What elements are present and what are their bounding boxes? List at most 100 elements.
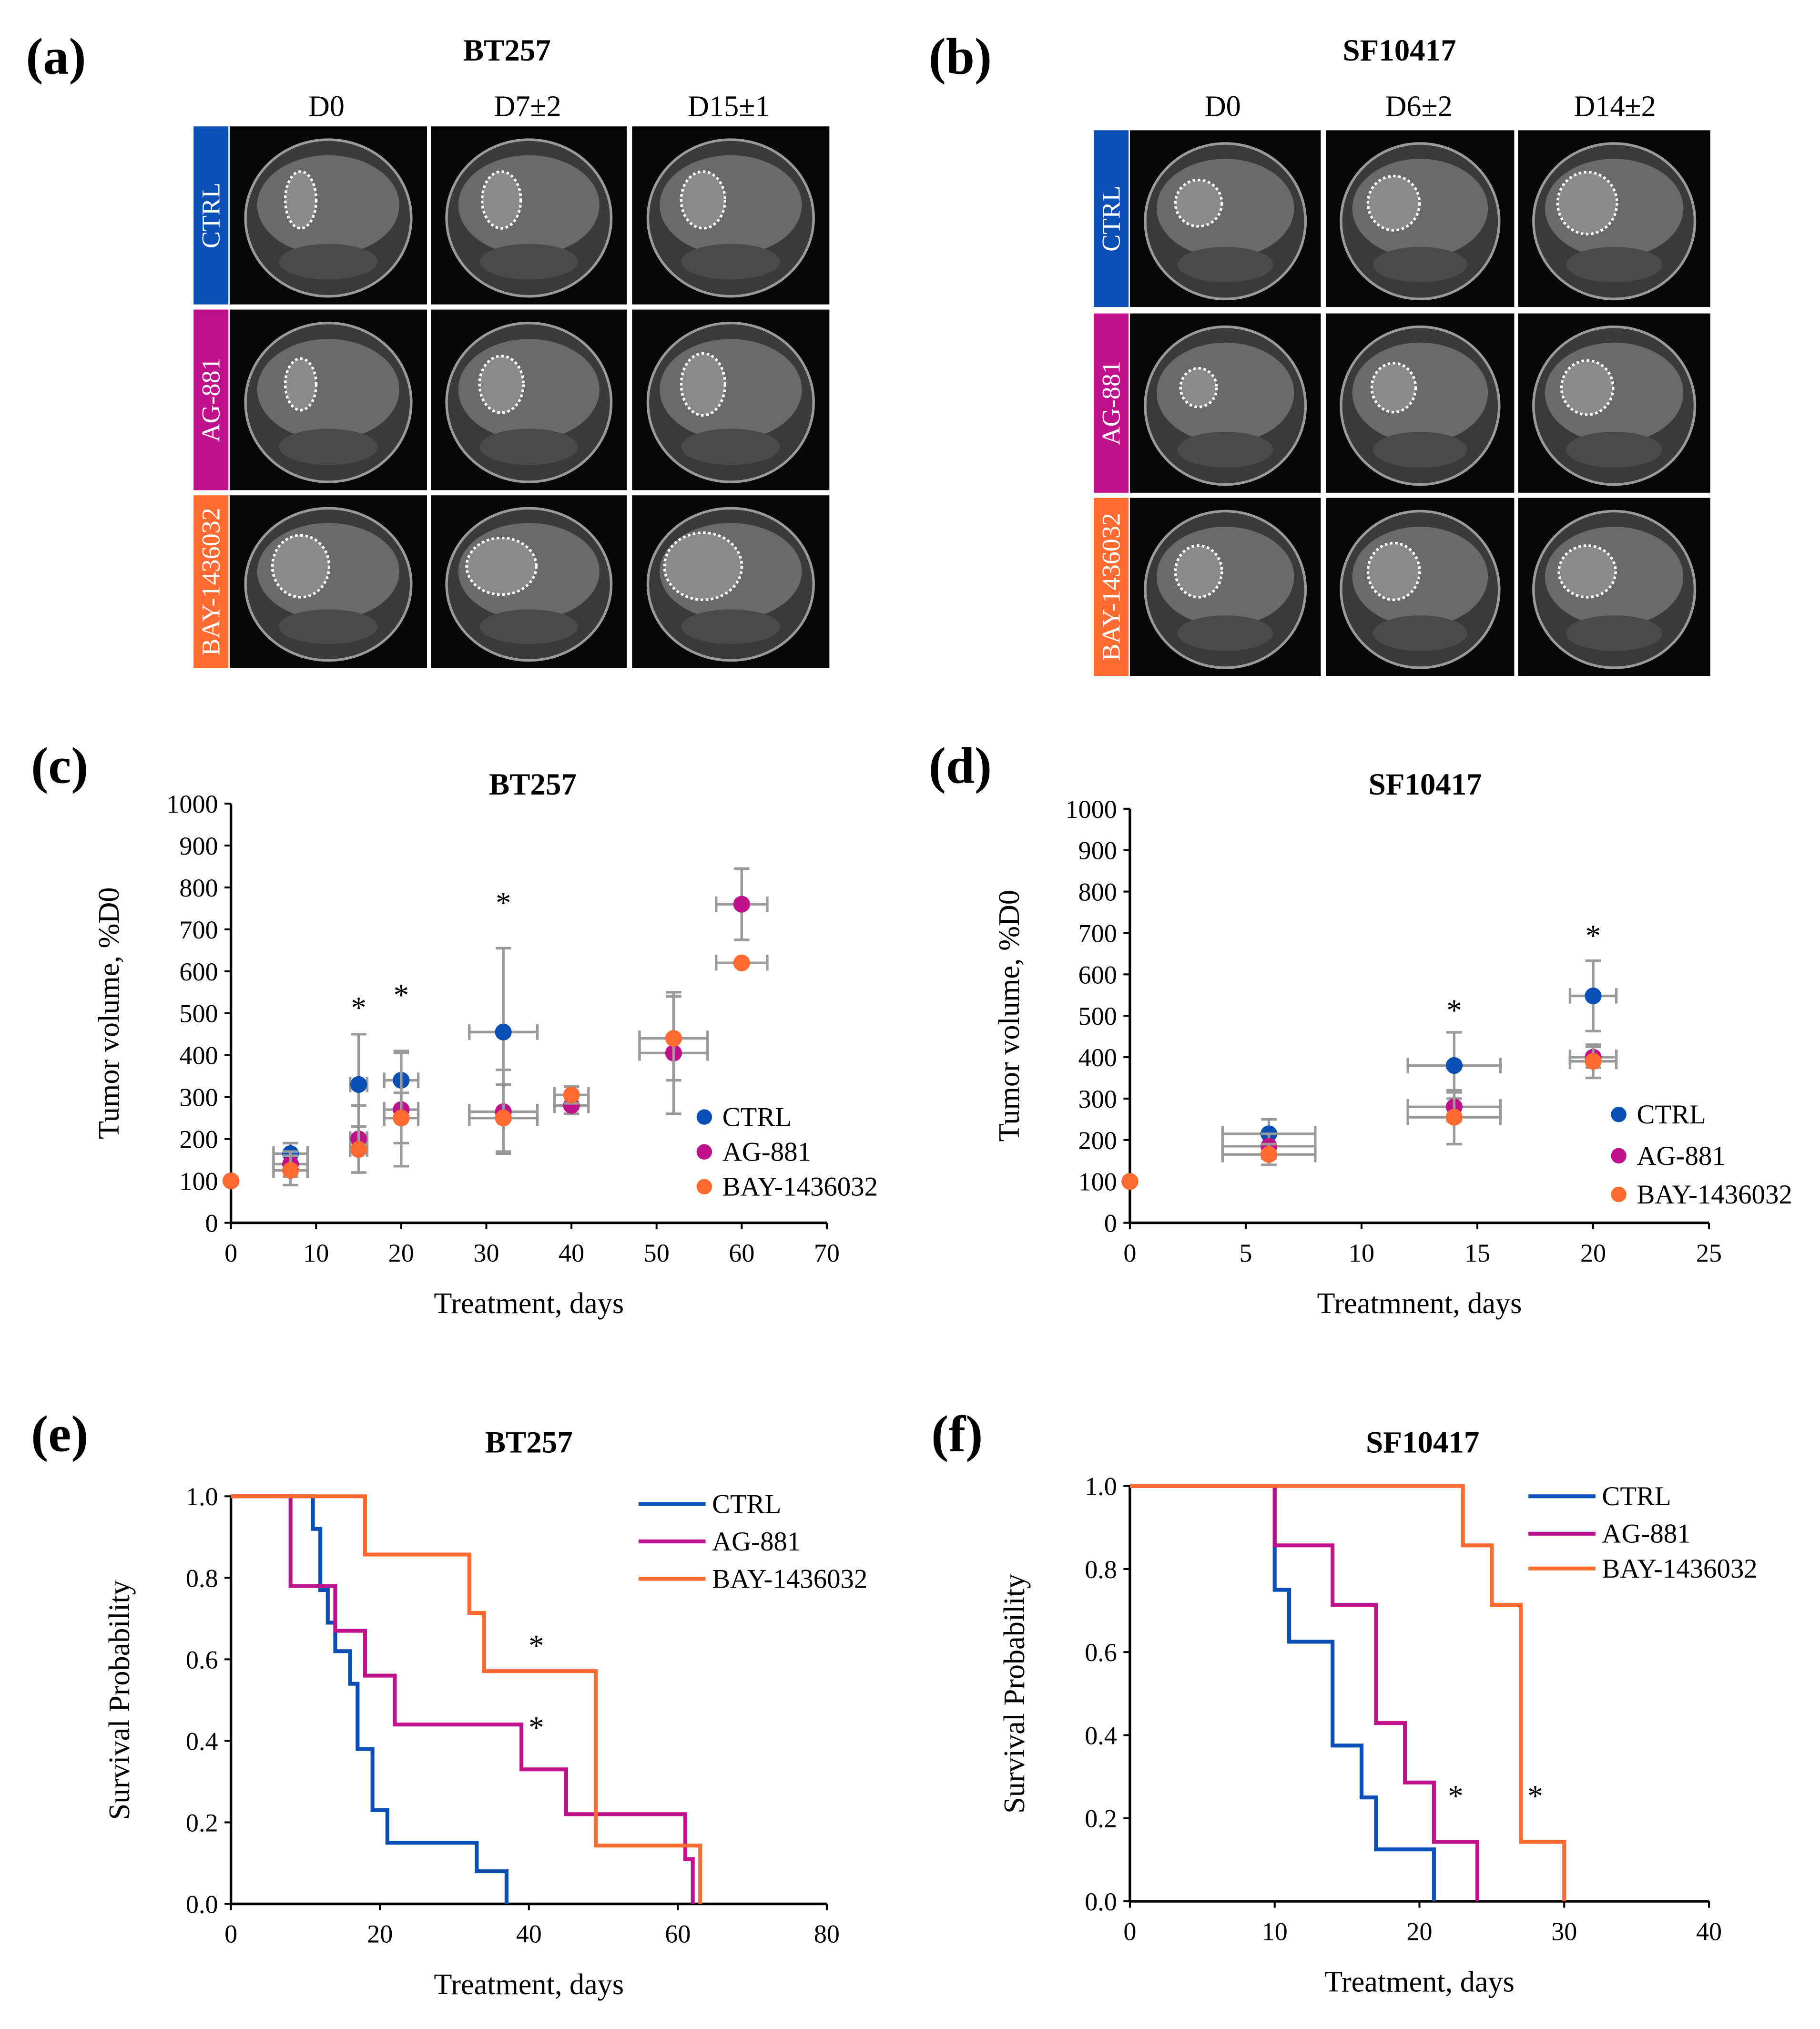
significance-asterisk: *: [529, 1710, 544, 1744]
x-tick-label: 0: [224, 1239, 237, 1267]
x-tick-label: 30: [1551, 1917, 1577, 1946]
legend-label: BAY-1436032: [712, 1564, 867, 1594]
legend-marker: [1611, 1107, 1627, 1122]
panel-a-title: BT257: [463, 33, 551, 68]
data-point: [1585, 1053, 1602, 1070]
row-label: AG-881: [196, 357, 225, 442]
series-bay-1436032: [223, 954, 769, 1190]
series-ag-881: [231, 1494, 695, 1904]
legend-label: AG-881: [722, 1137, 811, 1167]
column-header: D0: [1205, 91, 1241, 123]
panel-label-c: (c): [31, 738, 88, 795]
x-tick-label: 70: [814, 1239, 840, 1267]
tumor-outline: [478, 355, 525, 414]
legend-marker: [1611, 1148, 1627, 1164]
cerebellum: [1566, 247, 1662, 283]
y-tick-label: 0.8: [186, 1564, 218, 1592]
x-tick-label: 10: [1349, 1239, 1374, 1267]
y-tick-label: 100: [179, 1167, 218, 1196]
cerebellum: [1566, 431, 1662, 468]
chart-f: SF10417 0.0 0.2 0.4 0.6 0.8 1.0 0 10 20 30 40 Treatm…: [998, 1425, 1758, 1998]
x-axis-label: Treatment, days: [434, 1968, 624, 2001]
panel-label-d: (d): [929, 738, 992, 795]
y-tick-label: 800: [179, 874, 218, 902]
y-tick-label: 1000: [166, 790, 218, 818]
y-tick-label: 900: [179, 832, 218, 860]
data-point: [223, 1173, 240, 1190]
x-tick-label: 50: [644, 1239, 670, 1267]
tumor-outline: [480, 170, 522, 230]
tumor-outline: [465, 536, 538, 596]
legend-marker: [696, 1144, 712, 1160]
tumor-outline: [1174, 544, 1223, 599]
data-point: [350, 1076, 367, 1093]
tumor-outline: [1557, 544, 1617, 599]
cerebellum: [479, 428, 578, 465]
x-tick-label: 40: [516, 1920, 542, 1948]
legend-label: BAY-1436032: [1602, 1554, 1757, 1584]
tumor-outline: [1366, 541, 1421, 602]
row-label: BAY-1436032: [196, 508, 225, 656]
row-label-bar: [193, 309, 229, 490]
column-header: D7±2: [494, 91, 561, 123]
y-tick-label: 1000: [1066, 795, 1117, 824]
tumor-outline: [1174, 178, 1223, 228]
series-ctrl: [1121, 959, 1618, 1190]
survival-curve: [1129, 1484, 1480, 1902]
data-point: [563, 1086, 580, 1103]
tumor-outline: [1560, 359, 1615, 416]
legend-label: CTRL: [1637, 1100, 1706, 1130]
survival-curve: [231, 1494, 695, 1904]
x-tick-label: 30: [473, 1239, 499, 1267]
significance-asterisk: *: [1586, 919, 1601, 953]
y-tick-label: 0: [1104, 1209, 1117, 1238]
brain-tissue: [257, 339, 400, 440]
tumor-outline: [1556, 171, 1618, 235]
cerebellum: [479, 244, 578, 280]
survival-curve: [231, 1494, 702, 1904]
cerebellum: [681, 609, 780, 644]
y-tick-label: 200: [1078, 1126, 1117, 1155]
x-tick-label: 10: [303, 1239, 329, 1267]
chart-title: SF10417: [1369, 767, 1482, 802]
x-axis-label: Treatment, days: [434, 1287, 624, 1320]
data-point: [282, 1162, 299, 1179]
series-bay-1436032: [231, 1494, 702, 1904]
data-point: [350, 1141, 367, 1158]
y-tick-label: 0.6: [1085, 1638, 1117, 1667]
y-tick-label: 400: [1078, 1043, 1117, 1072]
legend-label: BAY-1436032: [1637, 1180, 1792, 1210]
y-tick-label: 800: [1078, 878, 1117, 907]
legend-marker: [696, 1179, 712, 1195]
chart-title: BT257: [485, 1425, 573, 1459]
data-point: [495, 1110, 512, 1127]
y-tick-label: 500: [1078, 1002, 1117, 1030]
brain-tissue: [257, 155, 400, 255]
y-tick-label: 300: [1078, 1085, 1117, 1113]
data-point: [1260, 1146, 1278, 1163]
tumor-outline: [284, 357, 318, 412]
cerebellum: [1178, 431, 1273, 468]
data-point: [495, 1023, 512, 1040]
legend-label: CTRL: [1602, 1481, 1671, 1511]
cerebellum: [681, 428, 780, 465]
x-tick-label: 0: [1123, 1239, 1136, 1267]
series-ctrl: [223, 947, 539, 1190]
tumor-outline: [1366, 174, 1421, 232]
x-tick-label: 60: [729, 1239, 754, 1267]
x-tick-label: 20: [1406, 1917, 1432, 1946]
legend-label: AG-881: [712, 1527, 801, 1557]
y-tick-label: 0.4: [1085, 1721, 1117, 1750]
y-tick-label: 200: [179, 1125, 218, 1154]
row-label: CTRL: [1097, 186, 1125, 252]
y-axis-label: Survival Probability: [103, 1580, 136, 1820]
x-tick-label: 20: [1580, 1239, 1606, 1267]
chart-e: BT257 0.0 0.2 0.4 0.6 0.8 1.0 0 20 40 60 80 Treatmen…: [103, 1425, 868, 2001]
x-tick-label: 20: [367, 1920, 393, 1948]
series-bay-1436032: [1129, 1484, 1566, 1902]
row-label-bar: [1094, 130, 1129, 307]
panel-b-title: SF10417: [1342, 33, 1456, 68]
cerebellum: [1178, 615, 1273, 651]
data-point: [733, 896, 750, 913]
data-point: [1121, 1173, 1139, 1190]
